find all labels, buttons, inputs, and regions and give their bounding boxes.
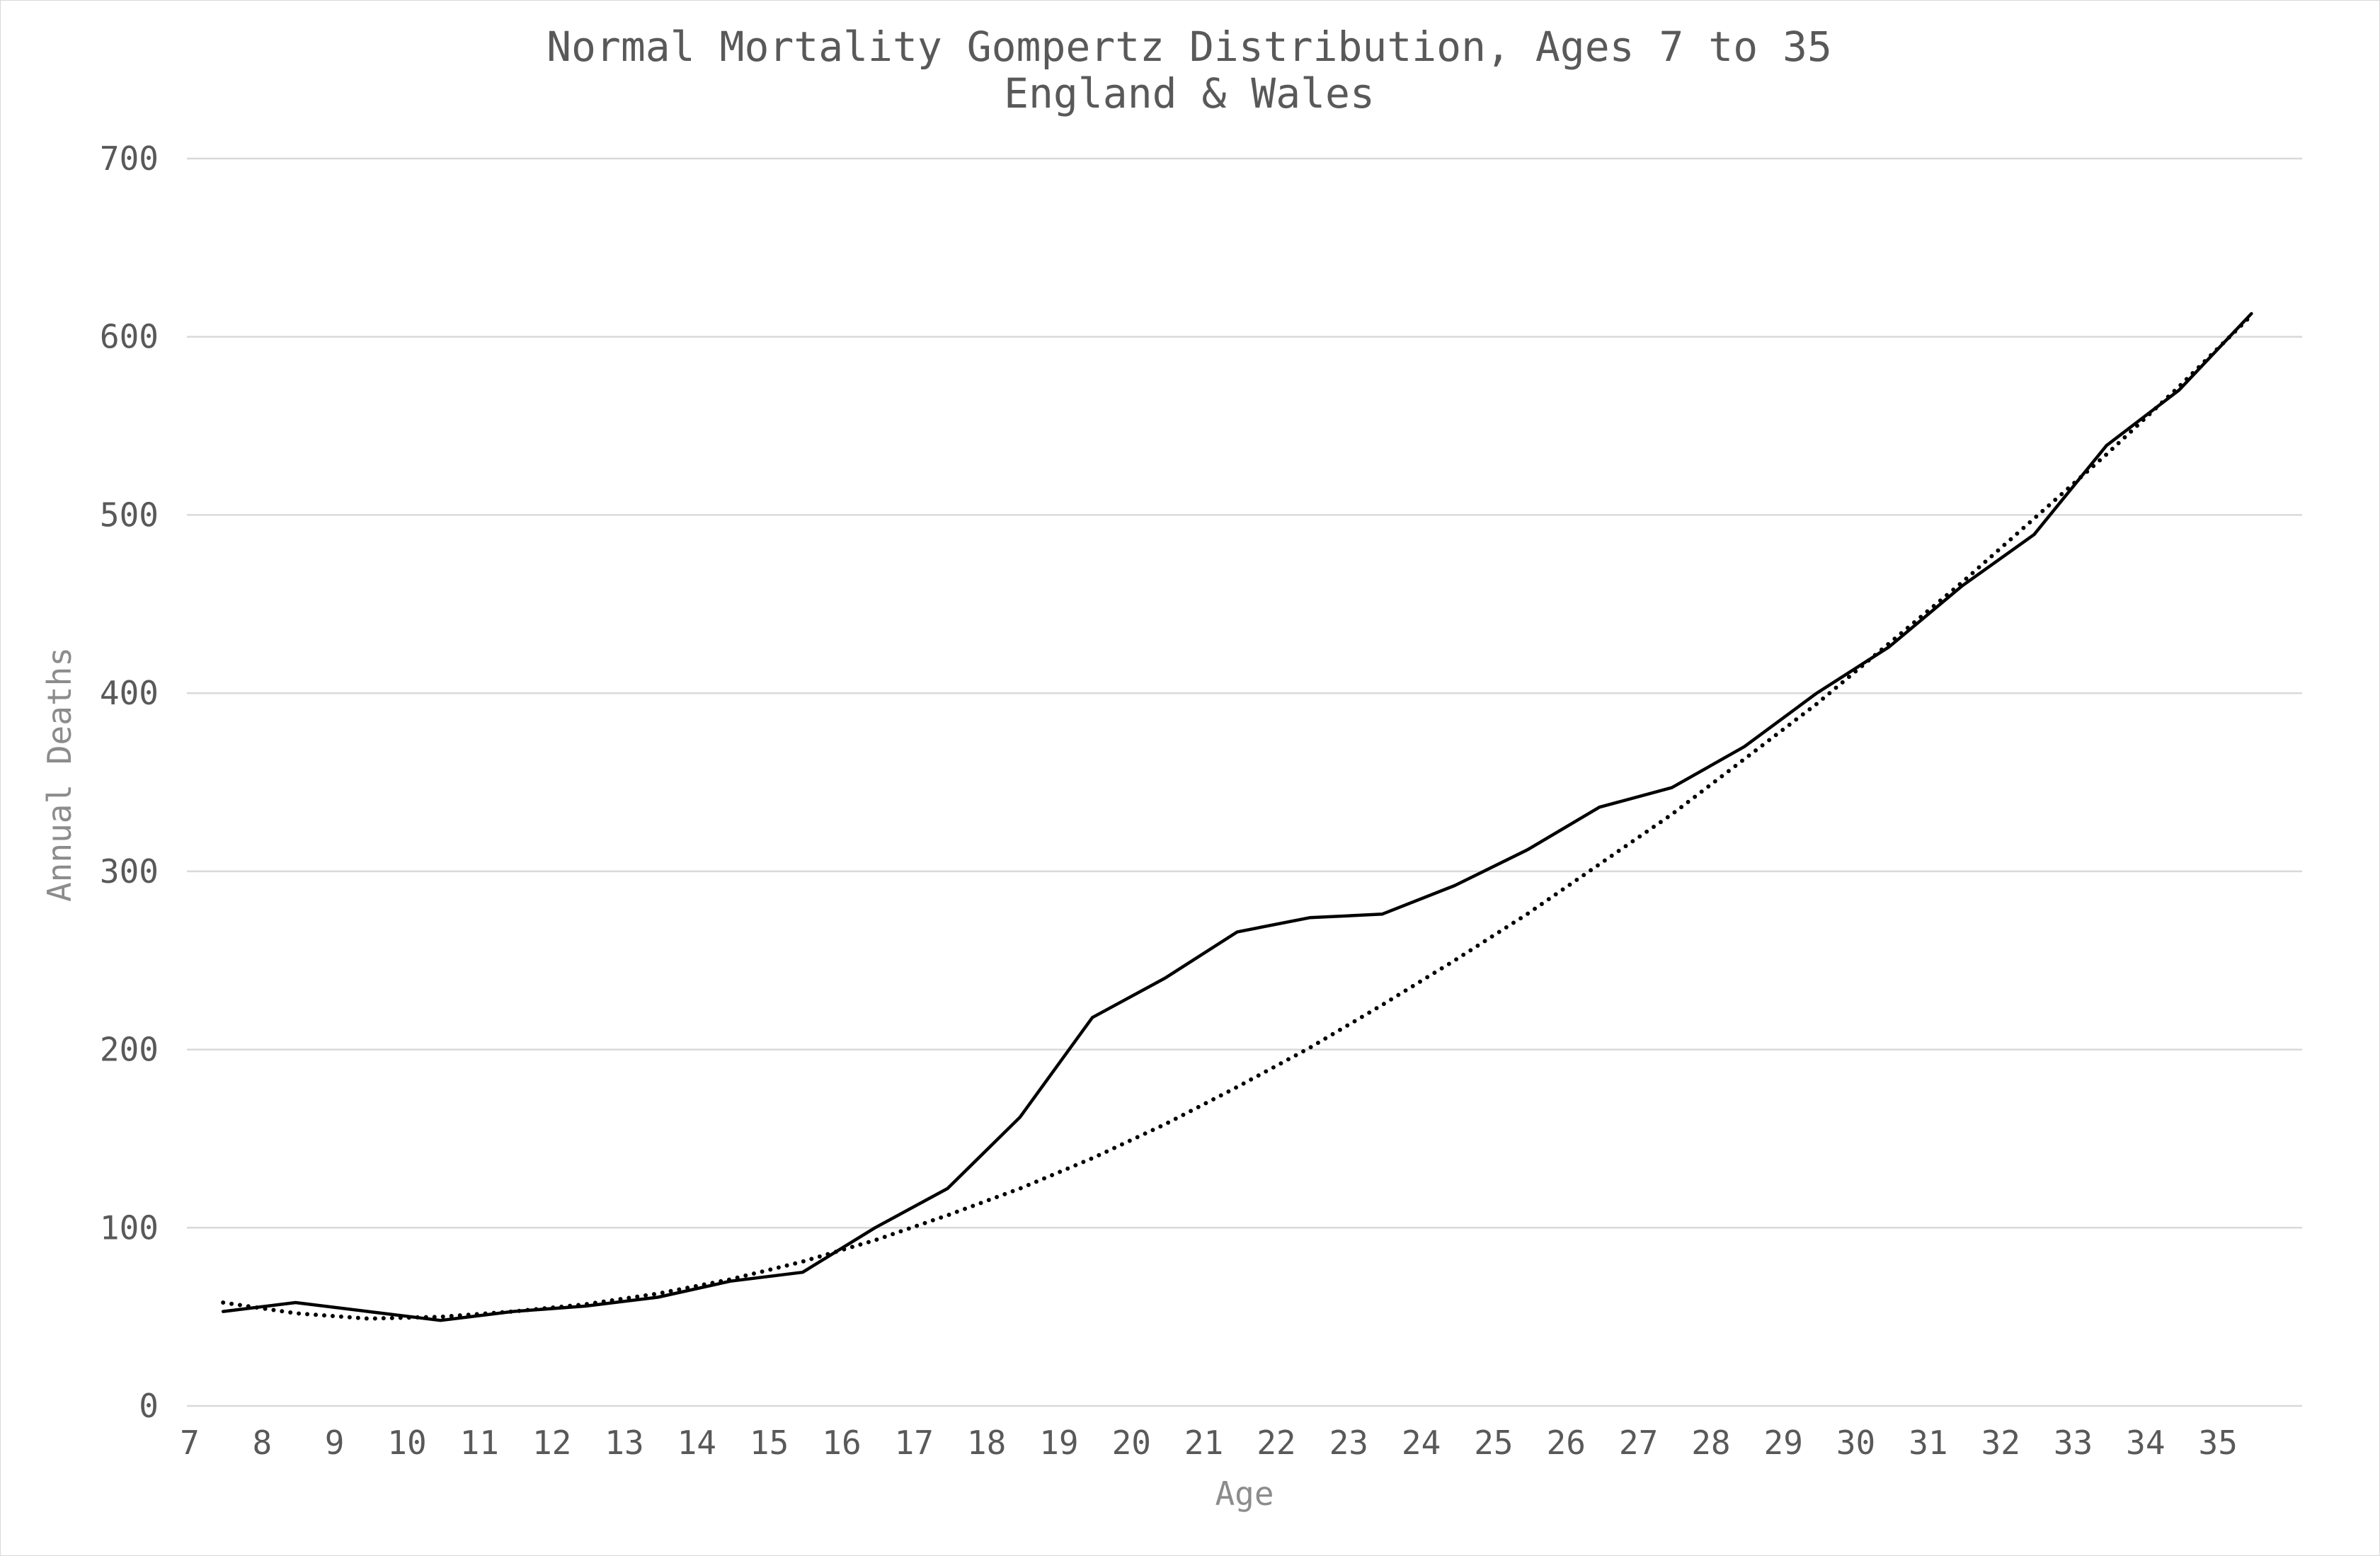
x-tick-label: 22 [1257, 1424, 1295, 1462]
x-tick-label: 19 [1039, 1424, 1078, 1462]
y-tick-label: 500 [100, 496, 159, 534]
x-tick-label: 26 [1547, 1424, 1586, 1462]
x-tick-label: 30 [1836, 1424, 1875, 1462]
x-tick-label: 31 [1909, 1424, 1947, 1462]
x-tick-label: 12 [532, 1424, 571, 1462]
x-tick-label: 34 [2126, 1424, 2165, 1462]
x-tick-label: 18 [967, 1424, 1006, 1462]
x-tick-label: 8 [252, 1424, 272, 1462]
x-tick-label: 24 [1402, 1424, 1441, 1462]
x-tick-label: 21 [1184, 1424, 1223, 1462]
x-tick-label: 32 [1981, 1424, 2020, 1462]
data-line-solid [221, 311, 2253, 1322]
x-tick-label: 29 [1764, 1424, 1803, 1462]
y-axis-ticks: 0 100 200 300 400 500 600 700 [100, 139, 159, 1425]
x-tick-label: 9 [325, 1424, 345, 1462]
y-tick-label: 600 [100, 318, 159, 356]
y-axis-label: Annual Deaths [40, 647, 79, 902]
y-tick-label: 100 [100, 1208, 159, 1247]
x-tick-label: 14 [677, 1424, 716, 1462]
y-tick-label: 700 [100, 139, 159, 178]
trendline-dotted [221, 313, 2254, 1321]
x-tick-label: 16 [822, 1424, 861, 1462]
series-lines [221, 311, 2254, 1322]
x-axis-ticks: 7 8 9 10 11 12 13 14 15 16 17 18 19 20 21 22 23 24 25 26 27 2… [180, 1424, 2238, 1462]
x-tick-label: 28 [1691, 1424, 1730, 1462]
x-tick-label: 15 [750, 1424, 789, 1462]
y-tick-label: 300 [100, 852, 159, 891]
x-tick-label: 35 [2199, 1424, 2238, 1462]
y-tick-label: 200 [100, 1031, 159, 1069]
x-tick-label: 13 [605, 1424, 643, 1462]
x-tick-label: 33 [2054, 1424, 2093, 1462]
x-tick-label: 23 [1329, 1424, 1368, 1462]
x-tick-label: 7 [180, 1424, 200, 1462]
x-axis-label: Age [1215, 1475, 1274, 1513]
x-tick-label: 17 [895, 1424, 934, 1462]
chart-subtitle: England & Wales [1004, 69, 1375, 118]
x-tick-label: 27 [1619, 1424, 1658, 1462]
y-tick-label: 400 [100, 674, 159, 712]
y-tick-label: 0 [139, 1387, 159, 1425]
gridlines [187, 157, 2302, 1407]
x-tick-label: 11 [460, 1424, 499, 1462]
x-tick-label: 10 [387, 1424, 426, 1462]
x-tick-label: 20 [1112, 1424, 1151, 1462]
x-tick-label: 25 [1474, 1424, 1513, 1462]
chart-title: Normal Mortality Gompertz Distribution, … [547, 23, 1832, 71]
